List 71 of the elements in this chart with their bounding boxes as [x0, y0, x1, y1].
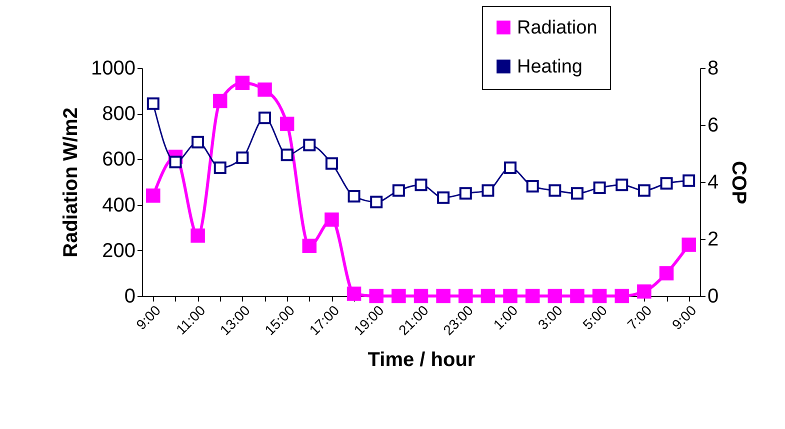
y-tick-label: 200 [102, 240, 136, 262]
y2-tick-label: 6 [708, 114, 719, 136]
point [346, 286, 362, 301]
point [169, 156, 182, 168]
point [414, 178, 428, 192]
x-tick-label: 7:00 [624, 302, 655, 333]
point [614, 288, 630, 304]
point [325, 157, 338, 170]
point [570, 288, 584, 304]
legend-label: Radiation [517, 18, 598, 38]
point [324, 212, 339, 227]
point [637, 284, 652, 299]
point [214, 162, 226, 174]
point [303, 138, 316, 152]
point [280, 116, 294, 131]
x-tick-label: 5:00 [579, 302, 610, 333]
point [504, 162, 517, 174]
x-tick-label: 9:00 [132, 302, 164, 333]
point [212, 94, 228, 108]
point [348, 190, 360, 202]
point [592, 288, 607, 304]
x-tick-label: 9:00 [668, 302, 700, 333]
point [526, 180, 539, 193]
point [503, 288, 518, 304]
y-tick-label: 600 [102, 148, 136, 171]
y2-tick-label: 4 [708, 172, 719, 194]
point [548, 184, 562, 197]
point [235, 76, 250, 90]
point [436, 288, 450, 304]
y2-axis-title: COP [728, 160, 750, 204]
point [437, 191, 450, 204]
point [660, 177, 673, 190]
y2-tick-label: 2 [708, 228, 719, 250]
point [682, 238, 696, 252]
point [525, 288, 540, 304]
point [548, 288, 562, 304]
point [616, 178, 628, 192]
y-tick-label: 0 [124, 286, 136, 308]
x-tick-label: 3:00 [534, 302, 566, 333]
point [258, 112, 272, 124]
point [280, 148, 294, 162]
point [480, 288, 496, 304]
y-axis-title: Radiation W/m2 [60, 107, 82, 258]
point [593, 181, 606, 194]
point [190, 228, 205, 243]
point [192, 136, 204, 148]
point [258, 82, 272, 97]
point [370, 196, 383, 208]
x-axis-title: Time / hour [368, 349, 476, 372]
point [392, 184, 405, 197]
point [458, 288, 473, 304]
point [659, 266, 674, 280]
point [482, 184, 494, 197]
y-tick-label: 800 [102, 103, 136, 126]
x-tick-label: 1:00 [490, 302, 521, 333]
y-tick-label: 400 [102, 194, 136, 216]
point [570, 187, 584, 200]
y2-tick-label: 0 [708, 286, 719, 308]
point [302, 238, 317, 253]
point [392, 288, 406, 304]
point [638, 184, 650, 197]
point [236, 152, 249, 164]
y-tick-label: 1000 [91, 58, 136, 80]
point [414, 288, 428, 304]
point [146, 188, 160, 203]
point [459, 187, 472, 200]
point [369, 288, 384, 304]
y2-tick-label: 8 [708, 58, 719, 80]
legend-label: Heating [517, 56, 582, 78]
point [682, 174, 696, 187]
point [146, 97, 160, 110]
